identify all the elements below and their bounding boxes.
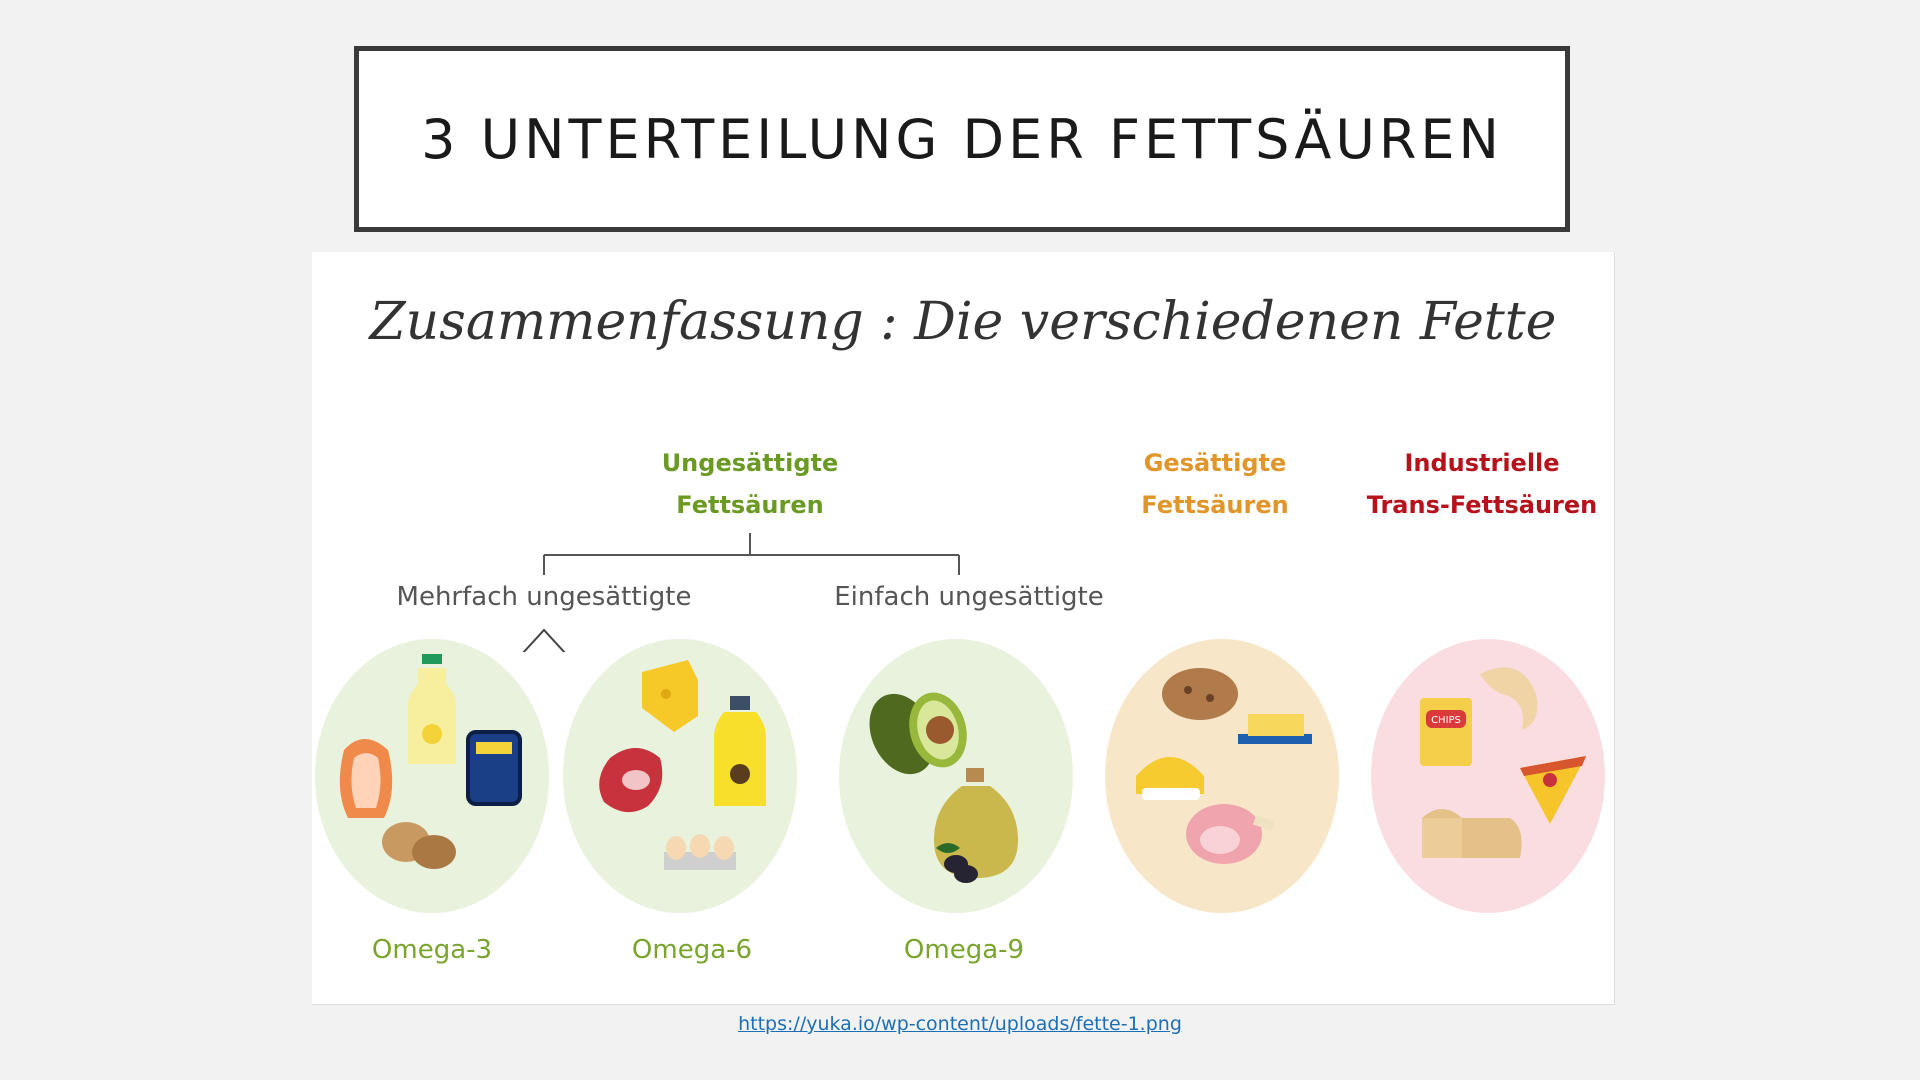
- unsaturated-fatty-acids-label: Ungesättigte Fettsäuren: [650, 442, 850, 526]
- slide-title: 3 UNTERTEILUNG DER FETTSÄUREN: [421, 107, 1503, 171]
- trans-line1: Industrielle: [1404, 449, 1560, 477]
- omega6-food-circle: [563, 639, 797, 913]
- unsaturated-line2: Fettsäuren: [676, 491, 824, 519]
- omega9-food-circle: [839, 639, 1073, 913]
- tree-connector: [522, 533, 960, 652]
- slide-title-box: 3 UNTERTEILUNG DER FETTSÄUREN: [354, 46, 1570, 232]
- sunflower-oil-icon: [714, 696, 766, 806]
- croissant-icon: [1480, 667, 1538, 730]
- chips-bowl-icon: [1136, 757, 1204, 800]
- trans-food-circle: CHIPS: [1371, 639, 1605, 913]
- eggs-icon: [664, 834, 736, 870]
- omega9-label: Omega-9: [903, 935, 1025, 965]
- source-link-container: https://yuka.io/wp-content/uploads/fette…: [0, 1013, 1920, 1035]
- bread-icon: [1422, 809, 1522, 858]
- butter-icon: [1238, 714, 1312, 744]
- sardine-tin-icon: [466, 730, 522, 806]
- oil-bottle-icon: [408, 654, 456, 764]
- omega6-label: Omega-6: [631, 935, 753, 965]
- omega3-label: Omega-3: [371, 935, 493, 965]
- saturated-food-circle: [1105, 639, 1339, 913]
- cheese-icon: [642, 660, 698, 732]
- infographic-image: Zusammenfassung : Die verschiedenen Fett…: [312, 252, 1615, 1005]
- chips-bag-icon: CHIPS: [1420, 698, 1472, 766]
- cookie-icon: [1162, 668, 1238, 720]
- avocado-icon: [869, 692, 967, 775]
- ham-icon: [1186, 804, 1276, 864]
- chips-bag-text: CHIPS: [1431, 715, 1461, 726]
- saturated-line2: Fettsäuren: [1141, 491, 1289, 519]
- infographic-title: Zusammenfassung : Die verschiedenen Fett…: [369, 292, 1557, 352]
- polyunsaturated-label: Mehrfach ungesättigte: [396, 582, 692, 612]
- unsaturated-line1: Ungesättigte: [661, 449, 839, 477]
- omega3-food-circle: [315, 639, 549, 913]
- saturated-fatty-acids-label: Gesättigte Fettsäuren: [1115, 442, 1315, 526]
- olive-oil-icon: [934, 768, 1018, 878]
- source-link[interactable]: https://yuka.io/wp-content/uploads/fette…: [738, 1013, 1182, 1035]
- meat-steak-icon: [599, 748, 663, 813]
- saturated-line1: Gesättigte: [1143, 449, 1287, 477]
- trans-fatty-acids-label: Industrielle Trans-Fettsäuren: [1362, 442, 1602, 526]
- salmon-icon: [339, 739, 393, 818]
- monounsaturated-label: Einfach ungesättigte: [834, 582, 1104, 612]
- olives-icon: [936, 843, 978, 883]
- pizza-slice-icon: [1520, 756, 1586, 824]
- walnut-icon: [382, 822, 456, 869]
- trans-line2: Trans-Fettsäuren: [1366, 491, 1598, 519]
